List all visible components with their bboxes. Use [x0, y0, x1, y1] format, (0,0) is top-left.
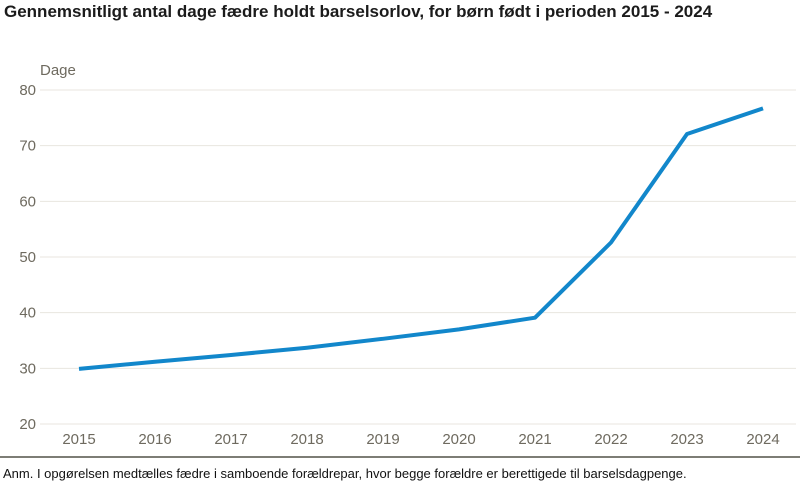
x-tick-label: 2023	[670, 431, 703, 448]
x-tick-label: 2022	[594, 431, 627, 448]
y-tick-label: 80	[19, 82, 36, 99]
chart-title: Gennemsnitligt antal dage fædre holdt ba…	[4, 2, 713, 21]
x-tick-label: 2024	[746, 431, 779, 448]
y-tick-label: 40	[19, 305, 36, 322]
y-tick-label: 20	[19, 416, 36, 433]
x-tick-label: 2015	[62, 431, 95, 448]
data-series-line	[78, 106, 764, 371]
y-tick-label: 30	[19, 360, 36, 377]
x-axis-baseline	[0, 456, 800, 458]
x-tick-label: 2020	[442, 431, 475, 448]
y-tick-label: 50	[19, 249, 36, 266]
y-tick-label: 60	[19, 193, 36, 210]
x-tick-label: 2017	[214, 431, 247, 448]
x-tick-label: 2018	[290, 431, 323, 448]
footnote: Anm. I opgørelsen medtælles fædre i samb…	[3, 466, 687, 481]
x-tick-label: 2016	[138, 431, 171, 448]
x-tick-label: 2019	[366, 431, 399, 448]
y-tick-label: 70	[19, 138, 36, 155]
y-axis-title: Dage	[40, 62, 76, 79]
x-tick-label: 2021	[518, 431, 551, 448]
